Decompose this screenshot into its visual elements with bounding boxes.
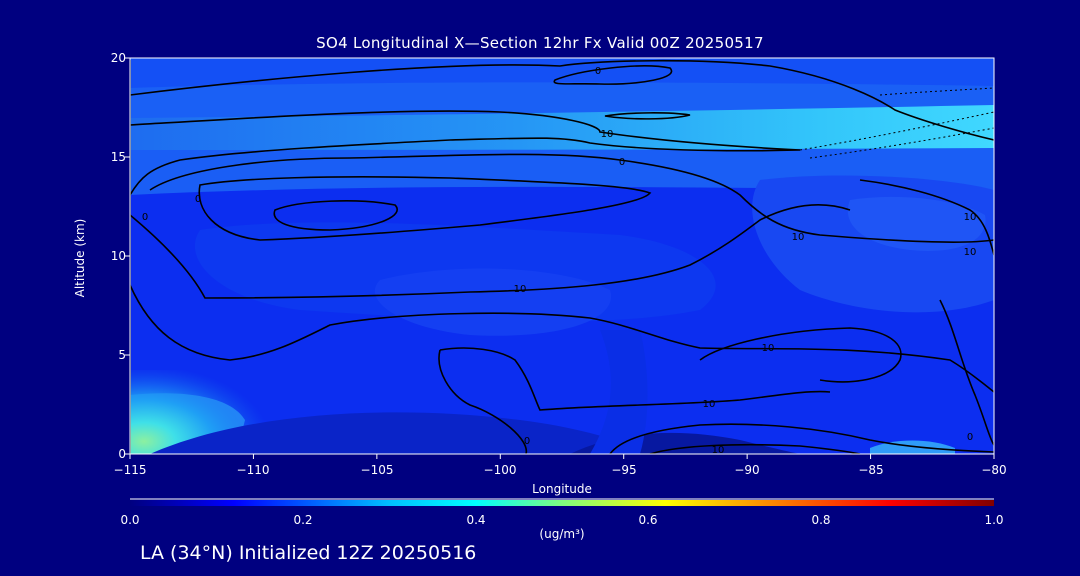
colorbar-tick-label: 1.0	[984, 513, 1004, 527]
contour-label: 10	[514, 284, 527, 295]
contour-line	[198, 176, 652, 241]
contour-label: 10	[964, 247, 977, 258]
contour-line	[799, 111, 994, 151]
y-tick-label: 0	[118, 447, 126, 461]
x-tick-label: −105	[360, 463, 394, 477]
x-axis-label: Longitude	[532, 482, 592, 496]
colorbar-tick-label: 0.0	[120, 513, 140, 527]
contour-line	[649, 443, 861, 454]
negative-contours	[799, 87, 994, 159]
contour-line	[273, 200, 398, 231]
contour-label: 0	[195, 194, 201, 205]
contour-label-layer: 0 10 0 10 10 10 10 0 10 10 10 0 0 0	[142, 66, 977, 456]
colorbar-units: (ug/m³)	[539, 527, 585, 541]
contour-line	[939, 299, 994, 446]
colorbar-tick-label: 0.8	[811, 513, 831, 527]
contour-label: 0	[524, 436, 530, 447]
contour-label: 0	[967, 432, 973, 443]
contour-label: 10	[792, 232, 805, 243]
contour-line	[859, 179, 994, 256]
colorbar-tick-label: 0.6	[638, 513, 658, 527]
contour-line	[439, 347, 831, 411]
contour-lines	[130, 59, 994, 454]
colorbar-tick-label: 0.2	[293, 513, 313, 527]
contour-label: 10	[964, 212, 977, 223]
contour-label: 10	[712, 445, 725, 456]
chart-title: SO4 Longitudinal X—Section 12hr Fx Valid…	[316, 34, 764, 52]
contour-line	[438, 349, 528, 454]
contour-line	[699, 327, 902, 383]
contour-label: 0	[142, 212, 148, 223]
contour-line	[149, 153, 994, 243]
contour-line	[130, 59, 994, 141]
contour-line	[130, 284, 994, 393]
contour-line	[130, 110, 801, 196]
x-tick-label: −100	[483, 463, 517, 477]
contour-label: 0	[619, 157, 625, 168]
contour-label: 0	[595, 66, 601, 77]
x-tick-label: −90	[734, 463, 760, 477]
x-tick-label: −115	[113, 463, 147, 477]
contour-line	[130, 204, 851, 299]
x-tick-label: −110	[236, 463, 270, 477]
contour-label: 10	[601, 129, 614, 140]
y-tick-label: 20	[110, 51, 126, 65]
axis-ticks	[125, 57, 995, 459]
contour-line	[809, 127, 994, 159]
x-tick-label: −95	[611, 463, 637, 477]
x-tick-label: −85	[858, 463, 884, 477]
contour-line	[604, 112, 691, 120]
x-tick-label: −80	[981, 463, 1007, 477]
contour-label: 10	[762, 343, 775, 354]
y-tick-label: 15	[110, 150, 126, 164]
y-tick-label: 10	[110, 249, 126, 263]
contour-line	[609, 423, 994, 454]
y-tick-label: 5	[118, 348, 126, 362]
colorbar-tick-label: 0.4	[466, 513, 486, 527]
contour-line	[553, 65, 673, 85]
y-axis-label: Altitude (km)	[73, 218, 87, 298]
colorbar	[130, 500, 994, 506]
footer-caption: LA (34°N) Initialized 12Z 20250516	[140, 542, 477, 564]
contour-label: 10	[703, 399, 716, 410]
